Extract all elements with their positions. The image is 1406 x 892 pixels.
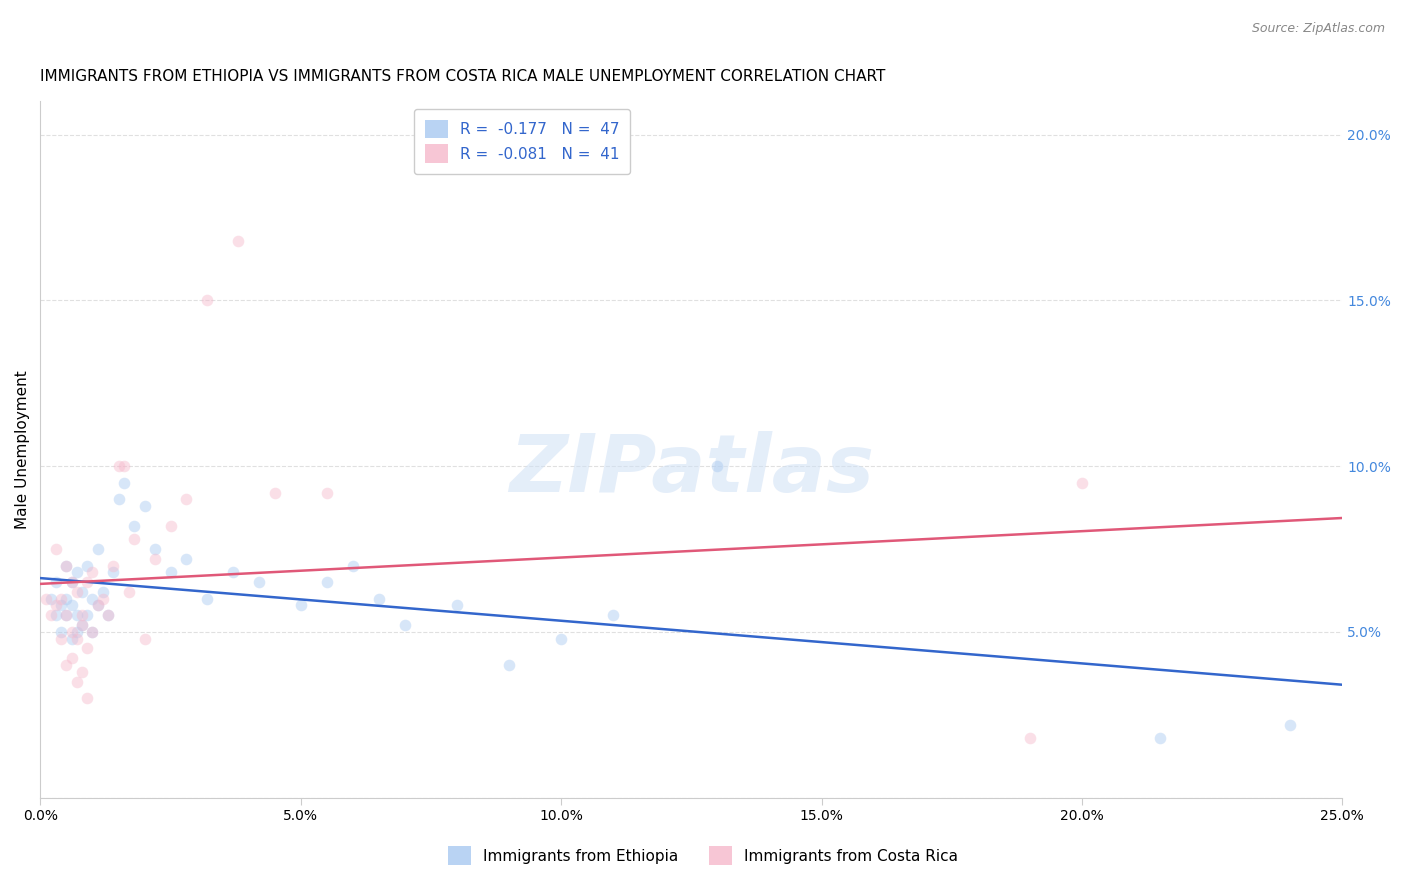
Point bbox=[195, 293, 218, 308]
Point bbox=[66, 608, 89, 623]
Point bbox=[45, 541, 67, 556]
Point bbox=[55, 658, 77, 673]
Point bbox=[91, 591, 114, 606]
Point bbox=[70, 608, 93, 623]
Point bbox=[60, 632, 83, 646]
Point bbox=[97, 608, 120, 623]
Text: ZIPatlas: ZIPatlas bbox=[509, 432, 875, 509]
Point bbox=[706, 459, 728, 474]
Point bbox=[107, 459, 129, 474]
Legend: R =  -0.177   N =  47, R =  -0.081   N =  41: R = -0.177 N = 47, R = -0.081 N = 41 bbox=[415, 109, 630, 174]
Point bbox=[45, 608, 67, 623]
Point bbox=[446, 599, 468, 613]
Point bbox=[143, 541, 166, 556]
Point bbox=[70, 585, 93, 599]
Point bbox=[66, 624, 89, 639]
Point bbox=[70, 618, 93, 632]
Point bbox=[66, 632, 89, 646]
Point bbox=[82, 565, 104, 579]
Point bbox=[60, 624, 83, 639]
Point bbox=[76, 691, 98, 706]
Point bbox=[315, 485, 337, 500]
Text: IMMIGRANTS FROM ETHIOPIA VS IMMIGRANTS FROM COSTA RICA MALE UNEMPLOYMENT CORRELA: IMMIGRANTS FROM ETHIOPIA VS IMMIGRANTS F… bbox=[41, 69, 886, 84]
Point bbox=[550, 632, 572, 646]
Point bbox=[226, 234, 249, 248]
Point bbox=[82, 591, 104, 606]
Point bbox=[174, 552, 197, 566]
Point bbox=[45, 575, 67, 590]
Point bbox=[34, 591, 56, 606]
Point bbox=[112, 475, 135, 490]
Point bbox=[118, 585, 141, 599]
Text: Source: ZipAtlas.com: Source: ZipAtlas.com bbox=[1251, 22, 1385, 36]
Point bbox=[97, 608, 120, 623]
Point bbox=[51, 632, 73, 646]
Point bbox=[103, 558, 125, 573]
Point bbox=[39, 591, 62, 606]
Point bbox=[86, 599, 108, 613]
Y-axis label: Male Unemployment: Male Unemployment bbox=[15, 370, 30, 529]
Point bbox=[174, 492, 197, 507]
Point bbox=[134, 632, 156, 646]
Point bbox=[66, 674, 89, 689]
Point bbox=[55, 591, 77, 606]
Point bbox=[60, 575, 83, 590]
Point bbox=[55, 608, 77, 623]
Point bbox=[60, 651, 83, 665]
Point bbox=[315, 575, 337, 590]
Point bbox=[342, 558, 364, 573]
Point bbox=[195, 591, 218, 606]
Point bbox=[55, 608, 77, 623]
Point bbox=[367, 591, 389, 606]
Point bbox=[70, 665, 93, 679]
Point bbox=[51, 624, 73, 639]
Point bbox=[60, 575, 83, 590]
Point bbox=[290, 599, 312, 613]
Point bbox=[60, 599, 83, 613]
Point bbox=[263, 485, 285, 500]
Point bbox=[51, 591, 73, 606]
Point bbox=[86, 599, 108, 613]
Point bbox=[76, 608, 98, 623]
Point bbox=[76, 641, 98, 656]
Point bbox=[498, 658, 520, 673]
Point bbox=[602, 608, 624, 623]
Point bbox=[70, 618, 93, 632]
Point bbox=[159, 565, 181, 579]
Point bbox=[91, 585, 114, 599]
Point bbox=[394, 618, 416, 632]
Point bbox=[143, 552, 166, 566]
Point bbox=[112, 459, 135, 474]
Point bbox=[39, 608, 62, 623]
Point bbox=[82, 624, 104, 639]
Point bbox=[76, 558, 98, 573]
Point bbox=[51, 599, 73, 613]
Point bbox=[1149, 731, 1171, 745]
Point bbox=[1018, 731, 1040, 745]
Point bbox=[107, 492, 129, 507]
Point bbox=[122, 518, 145, 533]
Point bbox=[66, 585, 89, 599]
Legend: Immigrants from Ethiopia, Immigrants from Costa Rica: Immigrants from Ethiopia, Immigrants fro… bbox=[441, 840, 965, 871]
Point bbox=[222, 565, 245, 579]
Point bbox=[134, 499, 156, 513]
Point bbox=[86, 541, 108, 556]
Point bbox=[55, 558, 77, 573]
Point bbox=[45, 599, 67, 613]
Point bbox=[82, 624, 104, 639]
Point bbox=[76, 575, 98, 590]
Point bbox=[66, 565, 89, 579]
Point bbox=[247, 575, 270, 590]
Point bbox=[103, 565, 125, 579]
Point bbox=[159, 518, 181, 533]
Point bbox=[122, 532, 145, 546]
Point bbox=[55, 558, 77, 573]
Point bbox=[1279, 717, 1302, 731]
Point bbox=[1070, 475, 1092, 490]
